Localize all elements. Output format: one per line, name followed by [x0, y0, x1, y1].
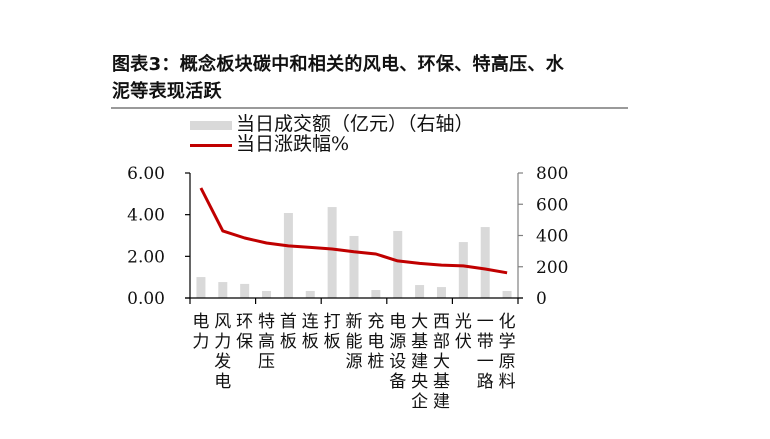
bar	[349, 235, 359, 298]
bar	[240, 283, 250, 298]
bar	[327, 207, 337, 298]
legend-label-turnover: 当日成交额（亿元）（右轴）	[236, 113, 474, 135]
bar-swatch-icon	[190, 121, 232, 130]
chart-title-line1: 图表3：概念板块碳中和相关的风电、环保、特高压、水	[112, 54, 565, 75]
left-tick-label: 0.00	[127, 289, 165, 309]
x-axis-label: 一带一路	[476, 312, 494, 392]
x-axis-label: 特高压	[258, 312, 276, 372]
x-axis-label: 西部大基建	[432, 312, 450, 412]
x-axis-label: 打板	[323, 312, 341, 352]
x-axis-label: 光伏	[454, 312, 472, 352]
bar-series	[196, 207, 512, 298]
right-tick-label: 200	[536, 258, 568, 278]
x-axis-label: 首板	[279, 312, 297, 352]
chart-title-line2: 泥等表现活跃	[112, 81, 222, 102]
left-tick-label: 6.00	[127, 164, 165, 184]
bar	[502, 290, 512, 298]
chart-title: 图表3：概念板块碳中和相关的风电、环保、特高压、水 泥等表现活跃	[112, 51, 642, 105]
x-axis-label: 电力	[192, 312, 210, 352]
right-tick-label: 400	[536, 227, 568, 247]
bar	[480, 227, 490, 298]
x-axis-label: 环保	[236, 312, 254, 352]
title-divider	[111, 107, 628, 109]
x-axis	[185, 297, 523, 304]
x-axis-label: 充电桩	[367, 312, 385, 372]
x-axis-label: 化学原料	[498, 312, 516, 392]
legend-label-change: 当日涨跌幅%	[236, 133, 350, 155]
bar	[196, 277, 206, 298]
bar	[436, 287, 446, 298]
bar	[415, 285, 425, 298]
bar	[458, 242, 468, 298]
x-axis-label: 电源设备	[389, 312, 407, 392]
bar	[218, 282, 228, 298]
right-axis: 0 200 400 600 800	[517, 164, 568, 309]
right-tick-label: 600	[536, 195, 568, 215]
x-axis-label: 大基建央企	[411, 312, 429, 412]
left-tick-label: 4.00	[127, 206, 165, 226]
right-tick-label: 800	[536, 164, 568, 184]
x-axis-label: 连板	[301, 312, 319, 352]
x-axis-label: 新能源	[345, 312, 363, 372]
line-swatch-icon	[190, 144, 232, 147]
bar	[283, 213, 293, 298]
line-series	[199, 187, 508, 275]
bar	[371, 290, 381, 298]
x-axis-label: 风力发电	[214, 312, 232, 392]
left-axis: 0.00 2.00 4.00 6.00	[127, 164, 191, 309]
bar	[262, 290, 272, 298]
right-tick-label: 0	[536, 289, 547, 309]
bar	[393, 230, 403, 298]
left-tick-label: 2.00	[127, 247, 165, 267]
bar	[305, 290, 315, 298]
